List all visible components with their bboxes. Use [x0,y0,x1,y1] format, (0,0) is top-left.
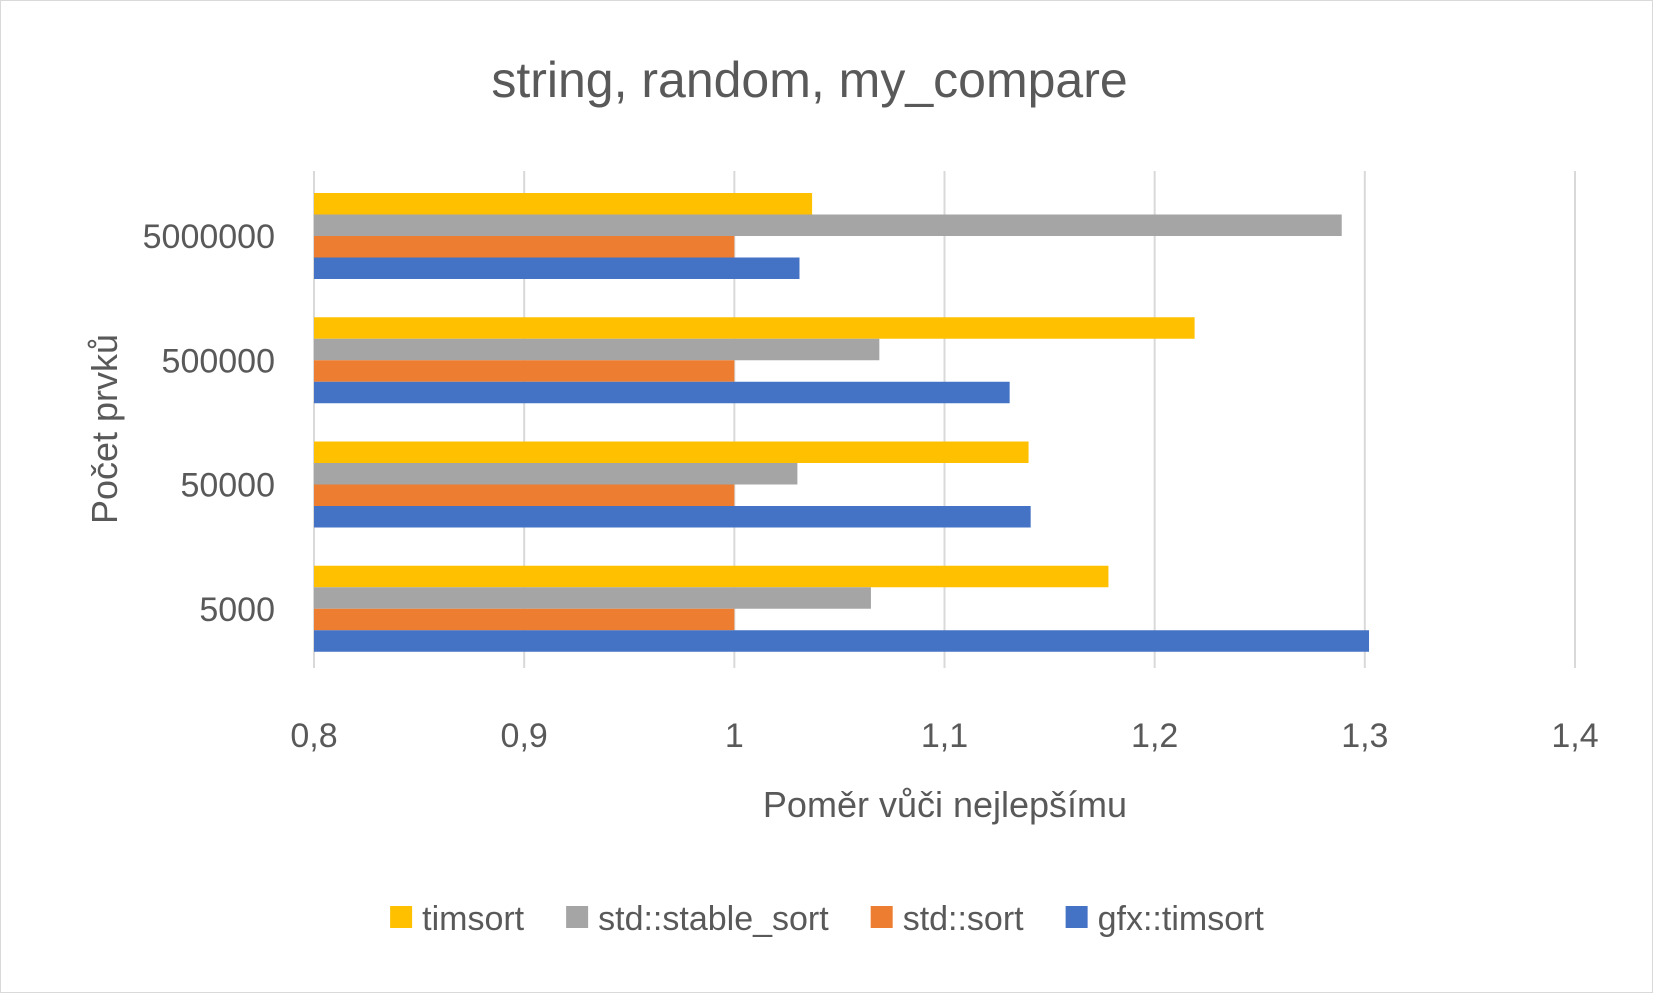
legend-label-timsort: timsort [422,900,525,938]
bar-std-sort-5000000 [314,236,735,258]
x-axis-title: Poměr vůči nejlepšímu [763,784,1127,825]
y-tick-label: 500000 [162,342,275,380]
y-axis-title: Počet prvků [84,334,125,524]
x-tick-label: 0,9 [501,717,548,755]
legend-label-gfx-timsort: gfx::timsort [1098,900,1265,938]
bar-gfx-timsort-500000 [314,381,1010,404]
x-tick-label: 1 [725,717,744,755]
legend-swatch-gfx-timsort [1065,906,1088,928]
x-tick-labels: 0,8 0,9 1 1,1 1,2 1,3 1,4 [290,717,1598,755]
x-tick-label: 1,1 [921,717,968,755]
bar-std-sort-50000 [314,484,735,506]
bar-std-sort-5000 [314,608,735,631]
bar-timsort-5000000 [314,193,813,215]
chart-title: string, random, my_compare [491,52,1127,108]
y-tick-label: 5000000 [143,218,275,256]
bar-timsort-5000 [314,565,1109,588]
legend-swatch-std-sort [870,906,893,928]
x-tick-label: 0,8 [290,717,337,755]
x-tick-label: 1,3 [1341,717,1388,755]
legend: timsort std::stable_sort std::sort gfx::tim… [390,900,1264,938]
bars [314,193,1370,652]
bar-std-stable-sort-50000 [314,463,798,485]
y-tick-label: 5000 [199,591,275,629]
y-tick-label: 50000 [180,467,275,505]
legend-swatch-std-stable-sort [566,906,589,928]
x-tick-label: 1,4 [1551,717,1598,755]
bar-std-stable-sort-500000 [314,338,880,361]
bar-std-sort-500000 [314,360,735,382]
bar-gfx-timsort-5000000 [314,257,800,279]
bar-timsort-500000 [314,317,1195,339]
legend-label-std-sort: std::sort [903,900,1024,938]
bar-gfx-timsort-5000 [314,630,1370,652]
legend-label-std-stable-sort: std::stable_sort [598,900,829,938]
y-tick-labels: 5000 50000 500000 5000000 [143,218,275,629]
legend-swatch-timsort [390,906,413,928]
bar-gfx-timsort-50000 [314,506,1031,528]
bar-std-stable-sort-5000 [314,587,871,609]
bar-std-stable-sort-5000000 [314,214,1342,236]
x-tick-label: 1,2 [1131,717,1178,755]
bar-timsort-50000 [314,441,1029,463]
